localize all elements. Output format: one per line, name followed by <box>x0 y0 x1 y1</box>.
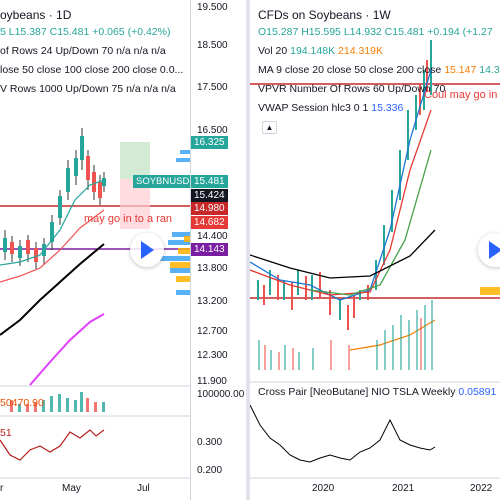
price-tick: 16.500 <box>197 125 228 136</box>
left-oscillator-value: 51 <box>0 427 12 439</box>
left-chart-canvas[interactable] <box>0 0 246 500</box>
price-tick: 11.900 <box>197 376 227 387</box>
left-vpvr-legend[interactable]: of Rows 24 Up/Down 70 n/a n/a n/a <box>0 45 166 57</box>
cross-pair-legend[interactable]: Cross Pair [NeoButane] NIO TSLA Weekly 0… <box>258 386 497 398</box>
right-chart-panel[interactable]: CFDs on Soybeans · 1W O15.287 H15.595 L1… <box>250 0 500 500</box>
chevron-up-icon: ▲ <box>265 123 274 132</box>
left-ohlc-readout: 5 L15.387 C15.481 +0.065 (+0.42%) <box>0 26 171 38</box>
price-tick: 12.700 <box>197 326 228 337</box>
time-axis-label: 2020 <box>312 483 335 494</box>
play-replay-button-right[interactable] <box>478 233 500 267</box>
price-tick: 13.200 <box>197 296 228 307</box>
right-chart-canvas[interactable] <box>250 0 500 500</box>
time-axis-label: Jul <box>137 483 150 494</box>
price-label-target: 16.325 <box>191 136 228 149</box>
time-axis-label: 2022 <box>470 483 493 494</box>
price-label-stop: 14.682 <box>191 216 228 229</box>
osc-axis-tick: 0.300 <box>197 437 223 448</box>
left-chart-annotation[interactable]: may go in to a ran <box>84 213 173 225</box>
price-tick: 18.500 <box>197 40 228 51</box>
right-ma-legend[interactable]: MA 9 close 20 close 50 close 200 close 1… <box>258 64 500 76</box>
time-axis-label: 2021 <box>392 483 415 494</box>
play-replay-button[interactable] <box>130 233 164 267</box>
right-vwap-legend[interactable]: VWAP Session hlc3 0 1 15.336 <box>258 102 404 114</box>
price-tick: 19.500 <box>197 2 228 13</box>
price-label-level: 14.980 <box>191 202 228 215</box>
left-chart-title: oybeans · 1D <box>0 8 72 22</box>
volume-axis-tick: 100000.00 <box>197 389 245 400</box>
price-tick: 13.800 <box>197 263 228 274</box>
play-icon <box>489 241 500 259</box>
left-ma-legend[interactable]: lose 50 close 100 close 200 close 0.0... <box>0 64 184 76</box>
right-chart-annotation[interactable]: Coul may go in to <box>424 89 500 101</box>
price-tick: 17.500 <box>197 82 228 93</box>
left-vpvr2-legend[interactable]: V Rows 1000 Up/Down 75 n/a n/a n/a <box>0 83 176 95</box>
price-tick: 12.300 <box>197 350 228 361</box>
symbol-tag: SOYBNUSD <box>133 175 193 188</box>
play-icon <box>141 241 154 259</box>
panel-divider[interactable] <box>246 0 250 500</box>
price-label-last: 15.481 <box>191 175 228 188</box>
price-label-close: 15.424 <box>191 189 228 202</box>
right-volume-legend[interactable]: Vol 20 194.148K 214.319K <box>258 45 383 57</box>
collapse-legend-button[interactable]: ▲ <box>262 121 277 134</box>
right-vpvr-legend[interactable]: VPVR Number Of Rows 60 Up/Down 70 <box>258 83 446 95</box>
left-price-axis[interactable]: 19.500 18.500 17.500 16.500 16.325 15.48… <box>190 0 246 500</box>
price-label-support: 14.143 <box>191 243 228 256</box>
left-chart-panel[interactable]: oybeans · 1D 5 L15.387 C15.481 +0.065 (+… <box>0 0 246 500</box>
time-axis-label: May <box>62 483 81 494</box>
right-ohlc-readout: O15.287 H15.595 L14.932 C15.481 +0.194 (… <box>258 26 493 38</box>
time-axis-label: r <box>0 483 4 494</box>
price-tick: 14.400 <box>197 231 228 242</box>
left-volume-value: 50470.90 <box>0 397 44 409</box>
osc-axis-tick: 0.200 <box>197 465 223 476</box>
right-chart-title: CFDs on Soybeans · 1W <box>258 8 391 22</box>
